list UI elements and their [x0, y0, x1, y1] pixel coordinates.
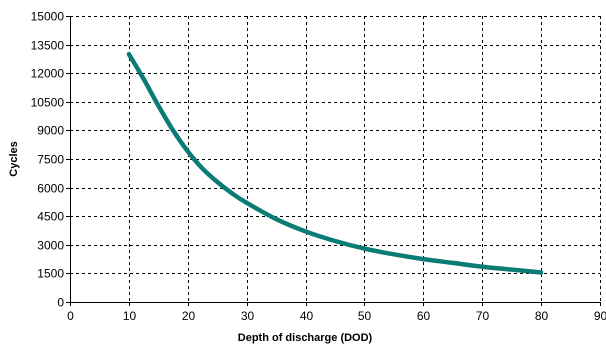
y-tick-label: 6000 [37, 182, 64, 196]
y-tick-label: 1500 [37, 267, 64, 281]
x-tick-label: 50 [358, 309, 372, 323]
y-tick-label: 9000 [37, 124, 64, 138]
x-tick-label: 40 [300, 309, 314, 323]
x-tick-label: 10 [123, 309, 137, 323]
y-tick-label: 4500 [37, 210, 64, 224]
y-tick-label: 12000 [31, 67, 65, 81]
x-tick-label: 60 [417, 309, 431, 323]
series-layer [126, 51, 544, 275]
y-tick-label: 10500 [31, 96, 65, 110]
y-tick-label: 7500 [37, 153, 64, 167]
x-tick-label: 0 [67, 309, 74, 323]
x-tick-label: 30 [241, 309, 255, 323]
grid-layer [70, 16, 601, 302]
y-axis-title: Cycles [8, 141, 20, 176]
x-tick-label: 80 [535, 309, 549, 323]
x-tick-label: 90 [594, 309, 606, 323]
y-tick-label: 0 [57, 296, 64, 310]
y-tick-label: 15000 [31, 10, 65, 24]
y-tick-label: 3000 [37, 239, 64, 253]
series-line-0 [126, 51, 544, 275]
x-axis-title: Depth of discharge (DOD) [238, 332, 373, 344]
axis-layer: 0150030004500600075009000105001200013500… [31, 10, 606, 324]
x-tick-label: 70 [476, 309, 490, 323]
x-tick-label: 20 [182, 309, 196, 323]
label-layer: Depth of discharge (DOD) Cycles [8, 141, 373, 344]
y-tick-label: 13500 [31, 39, 65, 53]
